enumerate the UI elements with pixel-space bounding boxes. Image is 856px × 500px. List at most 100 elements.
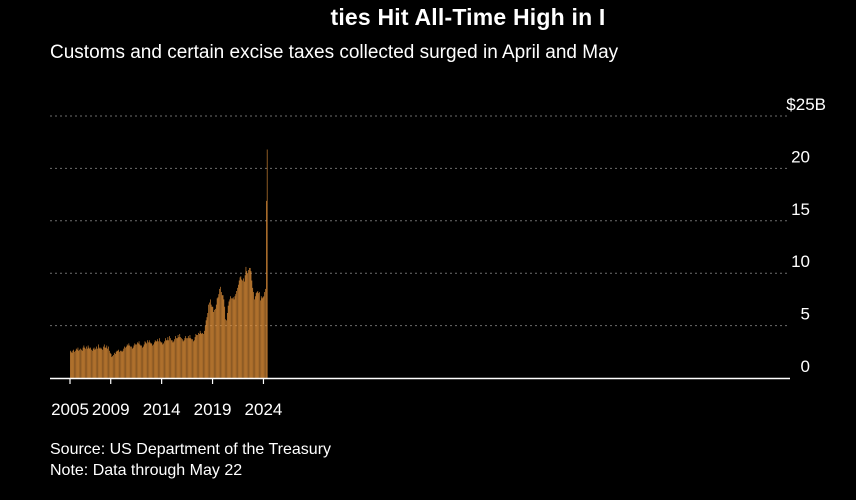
chart-bar <box>122 350 124 378</box>
chart-bar <box>115 351 117 378</box>
chart-bar <box>109 350 110 378</box>
chart-bar <box>266 200 267 378</box>
chart-bar <box>191 339 192 378</box>
chart-bar <box>156 341 158 378</box>
chart-bar <box>116 350 118 378</box>
chart-bar <box>231 298 232 378</box>
chart-bar <box>138 341 140 378</box>
chart-bar <box>98 347 100 378</box>
chart-bar <box>210 304 212 378</box>
chart-bar <box>184 338 186 378</box>
chart-bar <box>196 335 198 378</box>
chart-bar <box>108 346 109 378</box>
chart-bar <box>238 280 240 378</box>
chart-bar <box>76 349 78 378</box>
chart-bar <box>119 351 120 378</box>
chart-bar <box>251 280 253 378</box>
chart-bar <box>216 298 218 378</box>
chart-bar <box>261 298 263 378</box>
chart-bar <box>240 276 242 378</box>
chart-bar <box>103 346 104 378</box>
y-tick-label: 20 <box>791 147 810 166</box>
chart-bar <box>221 295 223 378</box>
chart-bar <box>70 351 72 378</box>
chart-bar <box>198 333 200 378</box>
chart-bar <box>217 297 219 378</box>
chart-bar <box>90 347 91 378</box>
chart-bar <box>226 313 228 378</box>
chart-bar <box>202 332 203 378</box>
chart-bar <box>134 343 136 378</box>
data-note: Note: Data through May 22 <box>50 462 243 479</box>
chart-bar <box>104 347 106 378</box>
chart-bar <box>188 338 190 378</box>
chart-bar <box>222 295 224 378</box>
chart-bar <box>161 342 163 378</box>
chart-bar <box>232 298 233 378</box>
chart-bar <box>99 348 101 378</box>
chart-bar <box>185 336 187 378</box>
chart-bar <box>147 340 148 378</box>
x-tick-label: 2005 <box>51 400 89 419</box>
chart-bar <box>219 288 220 378</box>
chart-bar <box>204 325 206 378</box>
chart-bar <box>92 348 94 378</box>
chart-bar <box>78 350 80 378</box>
chart-bar <box>214 309 215 378</box>
y-tick-label: 15 <box>791 200 810 219</box>
chart-bar <box>139 344 141 378</box>
chart-bar <box>241 279 243 378</box>
chart-bar <box>124 346 125 378</box>
chart-bar <box>178 337 180 378</box>
chart-bar <box>211 306 213 378</box>
chart-bar <box>252 287 254 378</box>
chart-bar <box>173 341 175 378</box>
y-tick-label: 10 <box>791 252 810 271</box>
chart-bar <box>81 350 83 378</box>
chart-bar <box>142 346 144 378</box>
chart-bar <box>106 345 108 378</box>
chart-bar <box>257 291 259 378</box>
chart-bar <box>137 342 138 378</box>
chart-bar <box>169 336 170 378</box>
chart-bar <box>213 311 215 378</box>
chart-bar <box>71 352 73 378</box>
x-tick-label: 2024 <box>245 400 283 419</box>
chart-bar <box>126 346 127 378</box>
chart-bar <box>200 332 202 378</box>
chart-bar <box>170 340 172 378</box>
chart-bar <box>85 348 86 378</box>
chart-bar <box>157 339 159 378</box>
chart-bar <box>152 345 153 378</box>
x-tick-label: 2009 <box>92 400 130 419</box>
chart-bar <box>130 346 131 378</box>
chart-bar <box>100 347 102 378</box>
chart-bar <box>194 337 196 378</box>
chart-bar <box>256 292 258 378</box>
chart-bar <box>107 348 108 378</box>
x-tick-label: 2014 <box>143 400 181 419</box>
chart-bar <box>98 344 99 378</box>
chart-bar <box>266 149 268 378</box>
chart-bar <box>228 301 230 378</box>
chart-bar <box>167 337 169 378</box>
chart-bar <box>208 304 209 378</box>
chart-bar <box>102 349 103 378</box>
chart-bar <box>89 348 91 378</box>
chart-bar <box>70 350 71 378</box>
chart-bar <box>242 280 243 378</box>
chart-bar <box>79 349 80 378</box>
y-tick-label: 5 <box>801 305 810 324</box>
chart-bar <box>164 341 165 378</box>
chart-bar <box>182 339 183 378</box>
chart-bar <box>204 330 205 378</box>
chart-bar <box>86 348 88 378</box>
chart-bar <box>227 305 229 378</box>
chart-bar <box>259 292 260 378</box>
chart-bar <box>168 340 170 378</box>
chart-bar <box>176 338 177 378</box>
chart-bar <box>91 349 92 378</box>
chart-bar <box>74 351 75 378</box>
chart-bar <box>159 341 161 378</box>
chart-bar <box>258 293 259 378</box>
